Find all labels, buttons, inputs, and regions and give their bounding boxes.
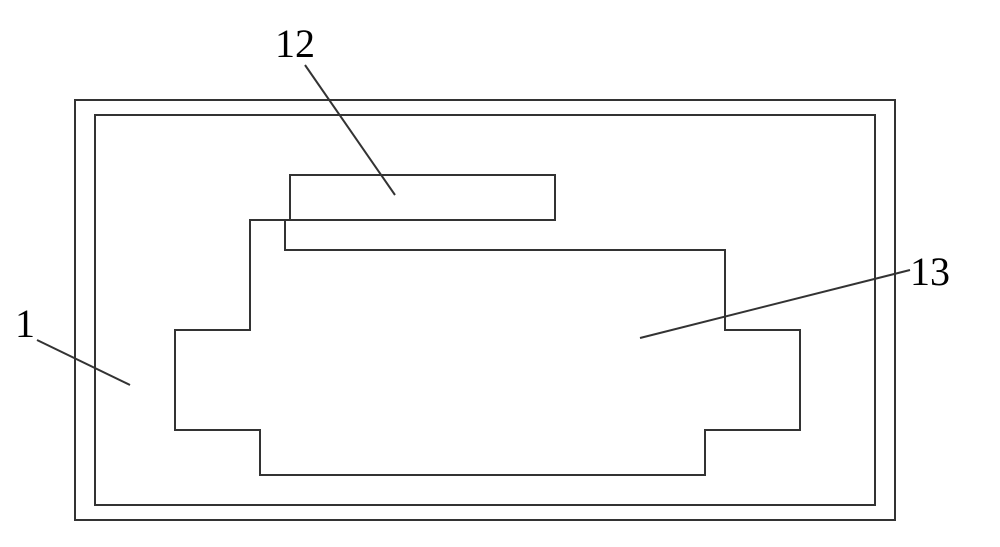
diagram-svg — [0, 0, 1000, 547]
leader-line-1 — [37, 340, 130, 385]
inner-frame — [95, 115, 875, 505]
callout-label-1: 1 — [15, 300, 35, 347]
callout-label-12: 12 — [275, 20, 315, 67]
leader-line-13 — [640, 270, 910, 338]
callout-label-13: 13 — [910, 248, 950, 295]
outer-frame — [75, 100, 895, 520]
engine-outline — [175, 175, 800, 475]
